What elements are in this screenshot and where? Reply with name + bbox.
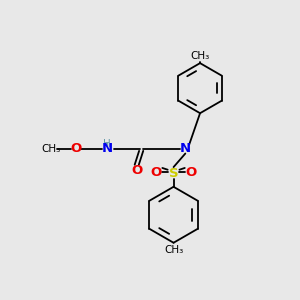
- Text: CH₃: CH₃: [190, 51, 210, 61]
- Text: S: S: [169, 167, 178, 180]
- Text: N: N: [102, 142, 113, 155]
- Text: O: O: [150, 166, 161, 178]
- Text: N: N: [180, 142, 191, 155]
- Text: O: O: [186, 166, 197, 178]
- Text: H: H: [103, 139, 111, 149]
- Text: O: O: [71, 142, 82, 155]
- Text: CH₃: CH₃: [164, 245, 183, 255]
- Text: O: O: [131, 164, 142, 177]
- Text: CH₃: CH₃: [42, 143, 61, 154]
